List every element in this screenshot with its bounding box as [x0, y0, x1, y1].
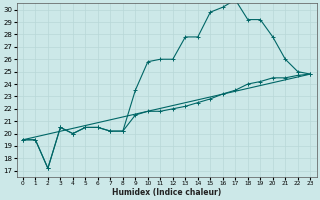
X-axis label: Humidex (Indice chaleur): Humidex (Indice chaleur): [112, 188, 221, 197]
